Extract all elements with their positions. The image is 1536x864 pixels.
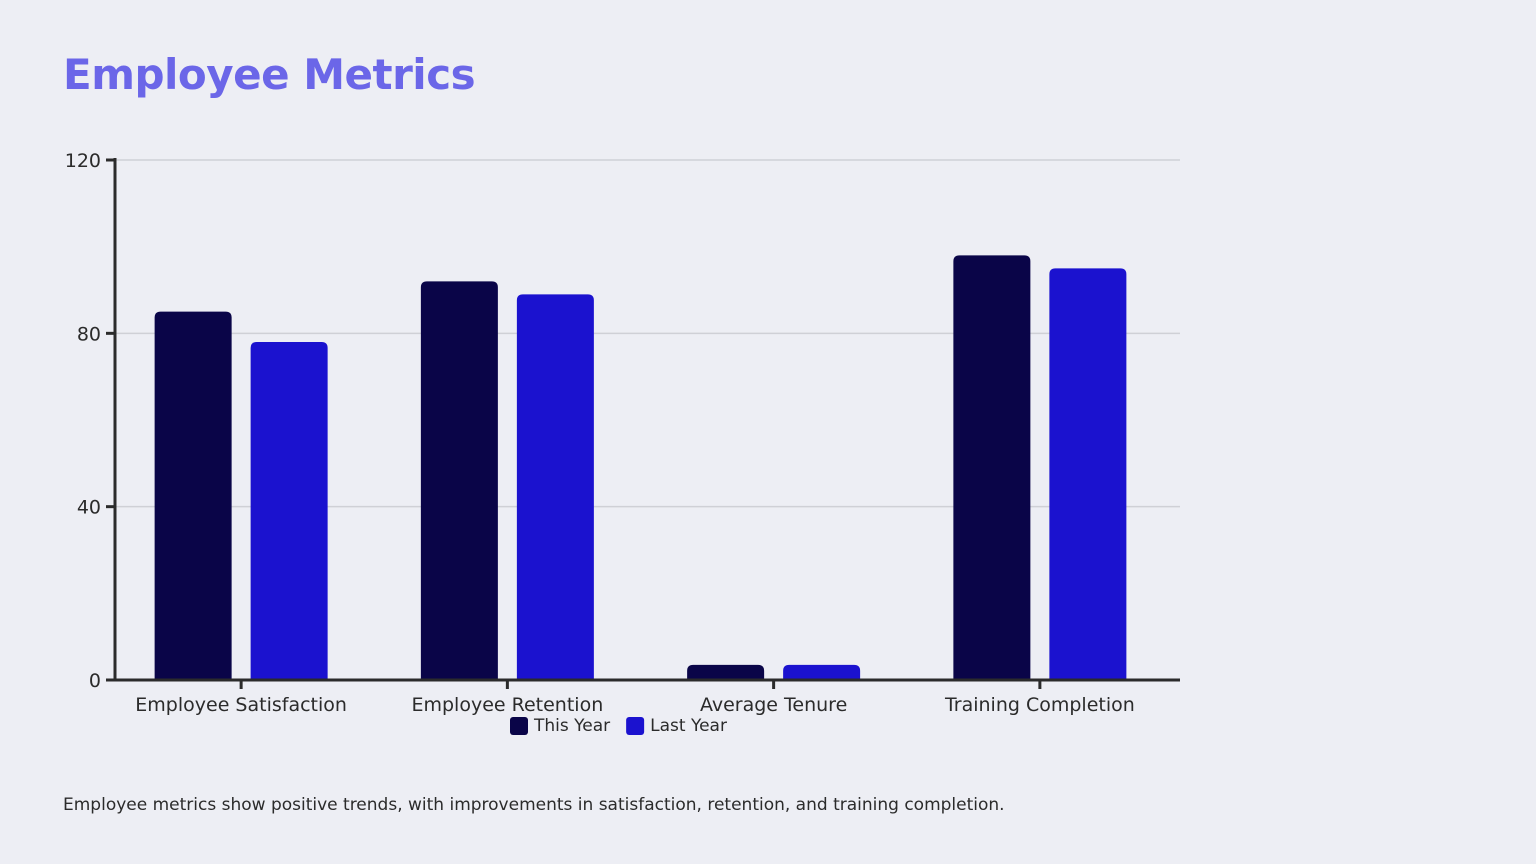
bar-this-year (687, 664, 765, 680)
page-title: Employee Metrics (63, 50, 476, 99)
bar-this-year (420, 281, 498, 680)
legend-label: This Year (533, 716, 610, 736)
x-tick-label: Employee Satisfaction (135, 694, 347, 716)
chart-caption: Employee metrics show positive trends, w… (63, 795, 1005, 815)
bar-this-year (953, 255, 1031, 681)
axes (113, 158, 1180, 682)
bar-last-year (516, 294, 594, 680)
bar-last-year (1049, 268, 1127, 680)
x-tick-label: Average Tenure (700, 694, 847, 716)
legend-swatch (626, 717, 645, 735)
legend-swatch (510, 717, 528, 735)
x-tick-label: Training Completion (944, 694, 1135, 716)
bar-last-year (783, 664, 861, 680)
legend-label: Last Year (650, 716, 727, 736)
y-tick-label: 40 (77, 497, 101, 519)
y-axis-ticks: 0 40 80 120 (65, 150, 115, 692)
bars (154, 255, 1127, 681)
x-tick-label: Employee Retention (411, 694, 603, 716)
y-tick-label: 80 (77, 323, 101, 345)
y-tick-label: 120 (65, 150, 101, 172)
y-tick-label: 0 (89, 670, 101, 692)
bar-this-year (154, 311, 232, 680)
legend: This Year Last Year (510, 716, 727, 736)
bar-last-year (250, 342, 328, 680)
x-axis-ticks: Employee Satisfaction Employee Retention A… (135, 680, 1135, 716)
